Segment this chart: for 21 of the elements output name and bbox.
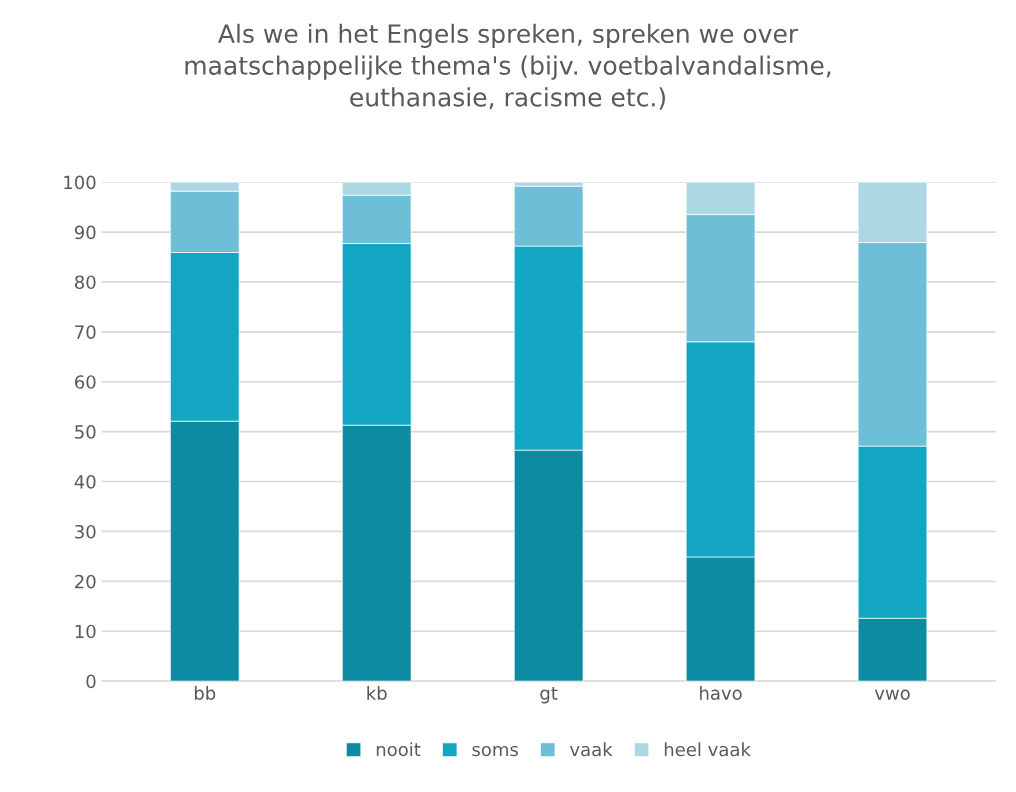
y-tick-label: 40 <box>74 475 96 489</box>
x-tick-label: havo <box>700 685 742 700</box>
y-tick-label: 0 <box>86 674 96 689</box>
y-tick-label: 100 <box>64 175 96 190</box>
legend-label: vaak <box>569 742 613 757</box>
x-tick-label: gt <box>540 687 558 704</box>
y-tick-label: 20 <box>75 574 96 589</box>
legend-label: heel vaak <box>664 742 751 757</box>
y-tick-label: 50 <box>75 425 96 439</box>
y-tick-label: 70 <box>75 325 96 339</box>
x-tick-label: bb <box>194 685 216 700</box>
chart-title: Als we in het Engels spreken, spreken we over maatschappelijke thema's (bijv. voetbalvandalisme, euthanasie, racisme etc.) <box>185 23 831 110</box>
x-tick-label: kb <box>367 685 387 700</box>
x-tick-label: vwo <box>874 689 910 700</box>
legend-label: nooit <box>376 742 421 757</box>
y-tick-label: 80 <box>74 275 96 290</box>
legend-label: soms <box>472 745 518 757</box>
y-tick-label: 60 <box>75 375 96 389</box>
y-tick-label: 10 <box>75 624 96 639</box>
y-tick-label: 90 <box>74 225 96 240</box>
y-tick-label: 30 <box>75 524 96 539</box>
